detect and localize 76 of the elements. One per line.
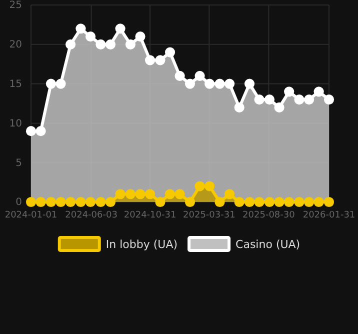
y-tick-label: 25 [9, 0, 22, 12]
point [244, 78, 255, 89]
point [96, 39, 106, 50]
point [115, 189, 126, 200]
x-tick-label: 2024-06-03 [65, 210, 118, 220]
point [125, 39, 136, 50]
point [155, 196, 166, 208]
y-tick-label: 15 [9, 79, 22, 90]
point [105, 196, 116, 208]
point [284, 86, 294, 97]
point [254, 94, 264, 105]
x-tick-label: 2024-10-31 [124, 210, 176, 220]
x-tick-label: 2025-08-30 [242, 210, 296, 220]
point [66, 39, 76, 50]
point [144, 55, 156, 66]
point [26, 196, 36, 208]
legend-label: Casino (UA) [236, 238, 300, 251]
point [324, 196, 334, 208]
point [76, 24, 86, 34]
x-tick-label: 2025-03-31 [183, 210, 236, 220]
point [204, 181, 215, 192]
point [324, 94, 334, 105]
point [105, 39, 116, 50]
point [135, 31, 146, 42]
point [294, 196, 304, 208]
point [314, 196, 324, 208]
point [234, 102, 244, 112]
point [85, 31, 96, 42]
point [264, 94, 275, 105]
point [85, 196, 96, 208]
point [144, 189, 156, 200]
point [274, 102, 284, 112]
y-tick-label: 5 [16, 158, 22, 169]
point [224, 189, 235, 200]
x-tick-label: 2024-01-01 [4, 210, 58, 220]
y-tick-label: 0 [16, 197, 22, 208]
point [284, 196, 294, 208]
point [174, 70, 185, 81]
point [304, 196, 314, 208]
y-tick-label: 10 [9, 118, 22, 130]
point [164, 189, 176, 200]
point [26, 126, 36, 136]
x-tick-label: 2026-01-31 [302, 210, 356, 220]
point [184, 78, 196, 89]
point [56, 196, 66, 208]
point [66, 196, 76, 208]
point [36, 126, 46, 136]
point [36, 196, 46, 208]
point [244, 196, 255, 208]
point [224, 78, 235, 89]
point [314, 86, 324, 97]
point [234, 196, 244, 208]
point [56, 78, 66, 89]
point [214, 196, 225, 208]
point [194, 70, 205, 81]
y-tick-label: 20 [9, 40, 22, 51]
point [155, 55, 166, 66]
point [164, 47, 176, 58]
point [214, 78, 225, 89]
point [194, 181, 205, 192]
legend-label: In lobby (UA) [106, 238, 178, 251]
point [184, 196, 196, 208]
point [46, 78, 56, 89]
point [115, 24, 126, 34]
point [264, 196, 275, 208]
point [96, 196, 106, 208]
point [174, 189, 185, 200]
point [125, 189, 136, 200]
point [135, 189, 146, 200]
point [254, 196, 264, 208]
point [46, 196, 56, 208]
point [204, 78, 215, 89]
point [76, 196, 86, 208]
point [274, 196, 284, 208]
point [294, 94, 304, 105]
point [304, 94, 314, 105]
